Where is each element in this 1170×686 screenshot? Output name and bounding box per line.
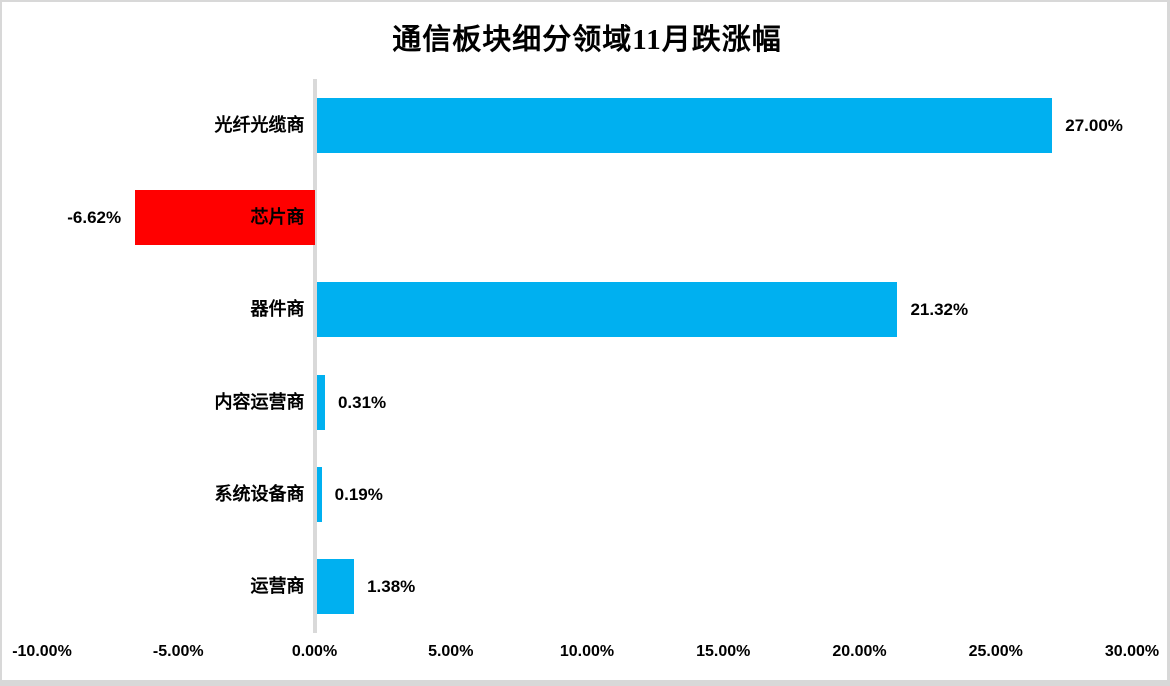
category-label: 系统设备商 <box>214 484 305 504</box>
value-label: 27.00% <box>1065 115 1123 135</box>
category-label: 器件商 <box>250 299 305 320</box>
value-label: 0.31% <box>337 392 387 412</box>
category-label: 运营商 <box>250 576 305 597</box>
bar <box>135 190 316 245</box>
x-axis-tick-label: -5.00% <box>152 643 204 660</box>
x-axis-tick-label: 5.00% <box>428 643 474 660</box>
value-label: -6.62% <box>67 208 122 227</box>
category-label: 芯片商 <box>250 207 305 227</box>
value-label: 0.19% <box>334 485 383 504</box>
value-label: 1.38% <box>367 577 416 597</box>
bar <box>316 282 898 338</box>
bar <box>316 374 325 430</box>
x-axis-tick-label: 15.00% <box>696 643 751 660</box>
x-axis-tick-label: 0.00% <box>291 643 338 660</box>
zero-axis-line <box>312 79 317 633</box>
x-axis-tick-label: 10.00% <box>559 643 615 660</box>
bar <box>316 559 355 615</box>
bar <box>316 97 1053 153</box>
value-label: 21.32% <box>910 300 969 320</box>
x-axis-tick-label: 30.00% <box>1104 643 1160 660</box>
chart-title: 通信板块细分领域11月跌涨幅 <box>392 24 782 56</box>
category-label: 内容运营商 <box>214 391 305 412</box>
category-label: 光纤光缆商 <box>214 114 305 135</box>
x-axis-tick-label: 20.00% <box>832 643 887 660</box>
x-axis-tick-label: -10.00% <box>12 643 72 660</box>
x-axis-tick-label: 25.00% <box>968 643 1023 660</box>
plot-area: 光纤光缆商 27.00% 芯片商 -6.62% 器件商 21.32% 内容运营商 0.31% 系… <box>42 79 1132 633</box>
bar <box>316 467 322 522</box>
